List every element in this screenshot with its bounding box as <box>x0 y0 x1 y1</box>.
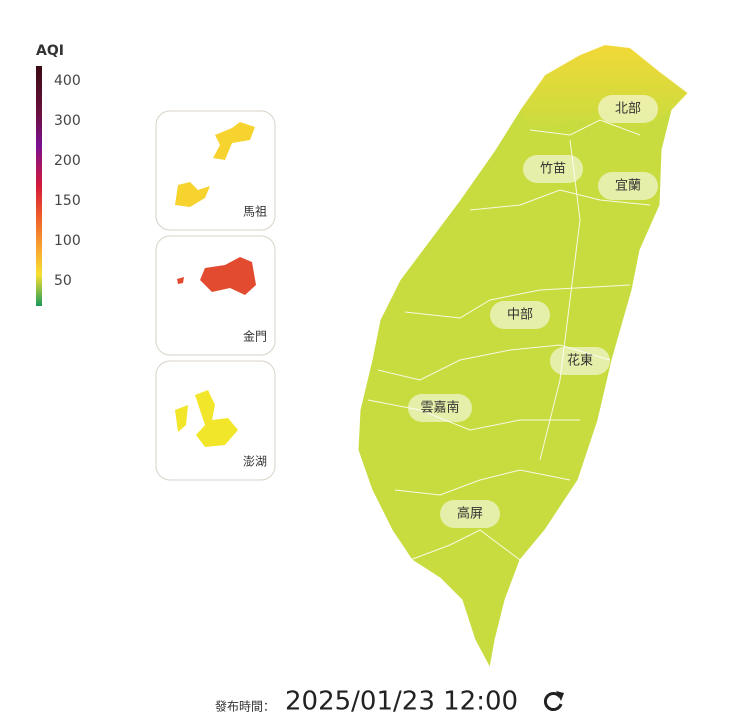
region-label: 中部 <box>507 308 533 323</box>
refresh-button[interactable] <box>543 691 564 711</box>
taiwan-map: 北部 竹苗 宜蘭 中部 花東 雲嘉南 高屏 <box>357 44 689 670</box>
region-label: 宜蘭 <box>615 178 641 194</box>
region-label: 高屏 <box>457 506 483 522</box>
legend-tick: 200 <box>54 153 81 169</box>
inset-label: 馬祖 <box>243 204 267 219</box>
publish-time: 2025/01/23 12:00 <box>285 687 518 717</box>
legend-tick: 400 <box>54 73 81 89</box>
region-label: 北部 <box>615 102 641 117</box>
legend-tick: 150 <box>54 193 81 209</box>
legend-tick: 50 <box>54 273 72 289</box>
legend-tick: 100 <box>54 233 81 249</box>
region-label: 雲嘉南 <box>420 400 459 416</box>
inset-penghu[interactable]: 澎湖 <box>155 360 276 481</box>
inset-label: 澎湖 <box>243 454 267 469</box>
publish-label: 發布時間： <box>215 699 275 714</box>
region-label: 花東 <box>567 353 593 369</box>
inset-kinmen[interactable]: 金門 <box>155 235 276 356</box>
legend-scale <box>36 66 42 306</box>
legend-tick: 300 <box>54 113 81 129</box>
region-label: 竹苗 <box>540 162 566 177</box>
legend-title: AQI <box>36 43 64 59</box>
inset-label: 金門 <box>243 329 267 344</box>
inset-matsu[interactable]: 馬祖 <box>155 110 276 231</box>
